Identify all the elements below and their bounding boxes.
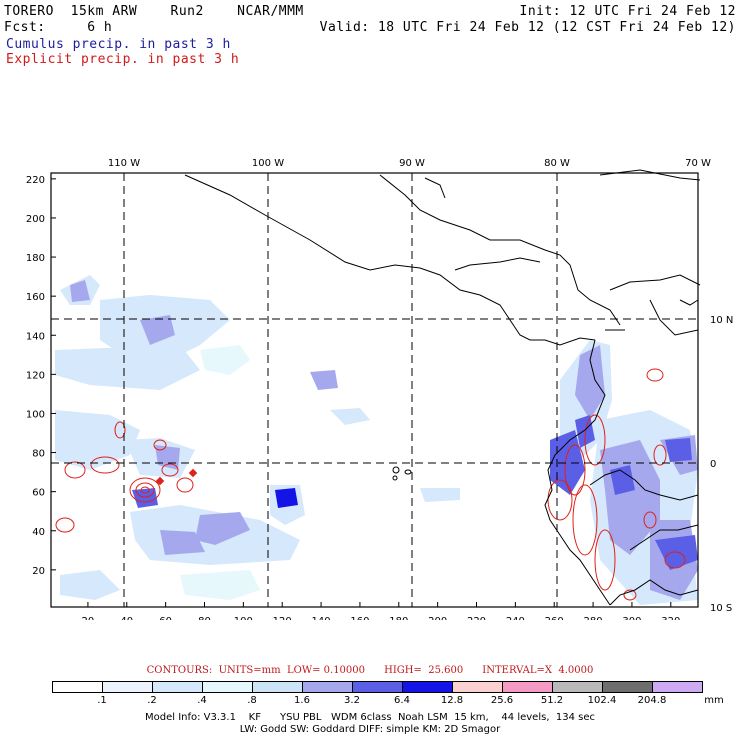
coastlines <box>184 169 701 606</box>
colorbar-swatch <box>52 681 103 693</box>
map-frame <box>50 172 699 608</box>
lon-label: 70 W <box>685 158 711 169</box>
longitude-labels: 110 W 100 W 90 W 80 W 70 W <box>108 158 711 169</box>
x-tick-label: 280 <box>584 616 603 620</box>
x-tick-label: 200 <box>428 616 447 620</box>
y-tick-label: 80 <box>32 449 45 460</box>
lat-label: 10 N <box>710 315 733 326</box>
colorbar-label: 12.8 <box>440 695 464 706</box>
colorbar-unit: mm <box>704 695 724 706</box>
x-tick-label: 120 <box>273 616 292 620</box>
x-tick-label: 160 <box>350 616 369 620</box>
x-tick-label: 220 <box>467 616 486 620</box>
lon-label: 100 W <box>252 158 284 169</box>
x-tick-label: 180 <box>389 616 408 620</box>
precip-map: 2040608010012014016018020022024026028030… <box>26 158 733 620</box>
explicit-legend: Explicit precip. in past 3 h <box>6 52 240 67</box>
contour-units: CONTOURS: UNITS=mm LOW= 0.10000 <box>146 665 366 676</box>
latitude-labels: 10 N 0 10 S <box>710 315 733 614</box>
contour-high: HIGH= 25.600 <box>384 665 464 676</box>
model-physics: LW: Godd SW: Goddard DIFF: simple KM: 2D… <box>239 724 501 735</box>
x-tick-label: 20 <box>82 616 95 620</box>
colorbar-label: 51.2 <box>540 695 564 706</box>
y-tick-label: 160 <box>26 292 45 303</box>
cumulus-legend: Cumulus precip. in past 3 h <box>6 37 231 52</box>
x-tick-label: 100 <box>234 616 253 620</box>
colorbar-label: 3.2 <box>344 695 360 706</box>
colorbar-swatch <box>602 681 653 693</box>
y-tick-label: 60 <box>32 488 45 499</box>
colorbar-label: .8 <box>247 695 257 706</box>
explicit-precip-contours <box>55 368 686 601</box>
colorbar-swatch <box>402 681 453 693</box>
colorbar-label: .4 <box>197 695 207 706</box>
colorbar-label: .1 <box>97 695 107 706</box>
x-tick-label: 300 <box>622 616 641 620</box>
y-tick-label: 120 <box>26 370 45 381</box>
latlon-grid <box>51 173 698 607</box>
y-tick-label: 180 <box>26 253 45 264</box>
colorbar-swatch <box>502 681 553 693</box>
precip-shading <box>55 275 698 605</box>
y-tick-label: 40 <box>32 527 45 538</box>
lon-label: 110 W <box>108 158 140 169</box>
lat-label: 10 S <box>710 603 732 614</box>
y-axis-ticks: 20 40 60 80 100 120 140 160 180 200 220 <box>26 175 56 577</box>
contour-maxima <box>155 468 198 486</box>
x-tick-label: 240 <box>506 616 525 620</box>
contour-summary: CONTOURS: UNITS=mm LOW= 0.10000 HIGH= 25… <box>0 665 740 676</box>
x-axis-ticks: 20 40 60 80 100 120 140 160 180 200 220 240 260 280 30… <box>82 602 680 620</box>
colorbar-swatch <box>202 681 253 693</box>
y-tick-label: 100 <box>26 409 45 420</box>
valid-time: Valid: 18 UTC Fri 24 Feb 12 (12 CST Fri … <box>319 20 736 35</box>
colorbar-swatch <box>102 681 153 693</box>
colorbar-swatch <box>452 681 503 693</box>
colorbar-label: .2 <box>147 695 157 706</box>
run-title: TORERO 15km ARW Run2 NCAR/MMM <box>4 4 304 19</box>
colorbar-swatch <box>252 681 303 693</box>
colorbar-label: 1.6 <box>294 695 310 706</box>
x-tick-label: 140 <box>312 616 331 620</box>
colorbar-swatch <box>552 681 603 693</box>
colorbar-label: 6.4 <box>394 695 410 706</box>
colorbar-swatch <box>352 681 403 693</box>
lon-label: 80 W <box>544 158 570 169</box>
colorbar-label: 25.6 <box>490 695 514 706</box>
contour-interval: INTERVAL=X 4.0000 <box>482 665 594 676</box>
y-tick-label: 20 <box>32 566 45 577</box>
precip-colorbar <box>52 681 703 693</box>
model-info: Model Info: V3.3.1 KF YSU PBL WDM 6class… <box>145 712 595 723</box>
lat-label: 0 <box>710 459 716 470</box>
y-tick-label: 200 <box>26 214 45 225</box>
init-time: Init: 12 UTC Fri 24 Feb 12 <box>519 4 736 19</box>
x-tick-label: 80 <box>198 616 211 620</box>
x-tick-label: 40 <box>120 616 133 620</box>
colorbar-label: 204.8 <box>637 695 667 706</box>
x-tick-label: 260 <box>545 616 564 620</box>
forecast-hour: Fcst: 6 h <box>4 20 113 35</box>
y-tick-label: 220 <box>26 175 45 186</box>
y-tick-label: 140 <box>26 331 45 342</box>
colorbar-swatch <box>652 681 703 693</box>
lon-label: 90 W <box>399 158 425 169</box>
colorbar-swatch <box>152 681 203 693</box>
colorbar-label: 102.4 <box>587 695 617 706</box>
colorbar-swatch <box>302 681 353 693</box>
x-tick-label: 60 <box>159 616 172 620</box>
x-tick-label: 320 <box>661 616 680 620</box>
